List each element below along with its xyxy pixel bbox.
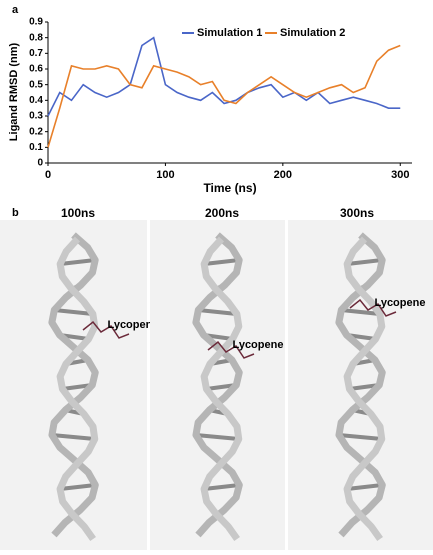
backbone — [335, 232, 386, 538]
y-tick-label: 0.5 — [29, 79, 43, 90]
base-pair — [339, 308, 382, 316]
y-tick-label: 0.6 — [29, 64, 43, 75]
x-tick-label: 200 — [274, 169, 292, 181]
y-tick-label: 0.8 — [29, 32, 43, 43]
x-tick-label: 0 — [45, 169, 51, 181]
ligand-label: Lycopene — [108, 319, 159, 331]
rna-structure — [192, 232, 255, 542]
panel-label: b — [12, 207, 19, 219]
base-pair — [345, 483, 385, 491]
y-tick-label: 0 — [37, 158, 43, 169]
base-pair — [202, 258, 242, 266]
backbone — [200, 236, 243, 542]
y-tick-label: 0.1 — [29, 142, 43, 153]
series-line — [47, 44, 401, 148]
panel-label: a — [12, 4, 19, 16]
legend-label: Simulation 1 — [197, 27, 262, 39]
base-pair — [193, 433, 241, 441]
x-axis-title: Time (ns) — [203, 181, 256, 195]
x-tick-label: 300 — [391, 169, 409, 181]
snapshot-title: 200ns — [205, 206, 239, 220]
base-pair — [58, 258, 98, 266]
base-pair — [49, 433, 97, 441]
y-axis-title: Ligand RMSD (nm) — [8, 42, 20, 141]
y-tick-label: 0.9 — [29, 17, 43, 28]
structure-panel — [150, 220, 285, 550]
structure-panel — [0, 220, 147, 550]
y-tick-label: 0.4 — [29, 95, 43, 106]
series-line — [47, 36, 401, 117]
backbone — [56, 236, 99, 542]
ligand — [349, 298, 397, 317]
base-pair — [336, 433, 384, 441]
rna-structure — [48, 232, 130, 542]
y-tick-label: 0.7 — [29, 48, 43, 59]
ligand-label: Lycopene — [375, 297, 426, 309]
y-tick-label: 0.3 — [29, 111, 43, 122]
base-pair — [345, 258, 385, 266]
x-tick-label: 100 — [156, 169, 174, 181]
ligand — [82, 320, 130, 339]
base-pair — [52, 308, 95, 316]
backbone — [192, 232, 243, 538]
legend-label: Simulation 2 — [280, 27, 345, 39]
rna-structure — [335, 232, 397, 542]
snapshot-title: 100ns — [61, 206, 95, 220]
structure-panel — [288, 220, 433, 550]
base-pair — [202, 483, 242, 491]
backbone — [343, 236, 386, 542]
snapshot-title: 300ns — [340, 206, 374, 220]
base-pair — [58, 483, 98, 491]
backbone — [48, 232, 99, 538]
ligand-label: Lycopene — [233, 339, 284, 351]
ligand — [207, 340, 255, 359]
base-pair — [196, 308, 239, 316]
y-tick-label: 0.2 — [29, 126, 43, 137]
